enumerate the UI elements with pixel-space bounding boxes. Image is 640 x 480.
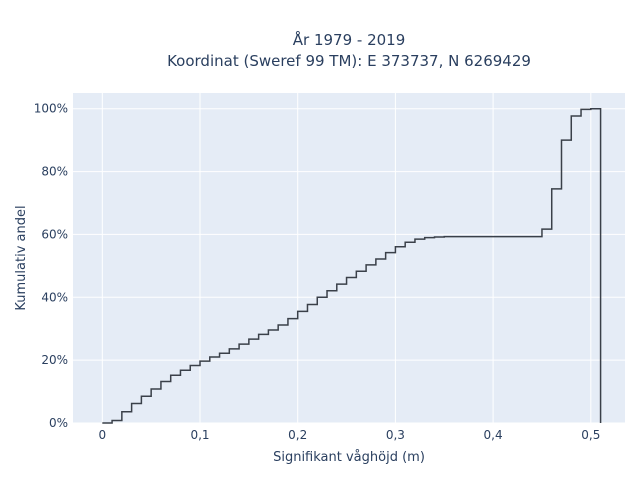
chart-title-line2: Koordinat (Sweref 99 TM): E 373737, N 62… xyxy=(167,52,531,70)
x-tick-label: 0,4 xyxy=(484,428,503,442)
x-tick-label: 0,5 xyxy=(581,428,600,442)
y-axis-label: Kumulativ andel xyxy=(14,205,29,310)
x-tick-label: 0 xyxy=(98,428,106,442)
y-tick-label: 40% xyxy=(41,290,68,304)
x-axis-label: Signifikant våghöjd (m) xyxy=(273,450,425,465)
series-layer xyxy=(102,107,602,424)
ecdf-step-line xyxy=(102,107,602,424)
x-tick-label: 0,2 xyxy=(288,428,307,442)
plot-area xyxy=(73,93,625,423)
y-tick-label: 80% xyxy=(41,165,68,179)
y-tick-labels: 0% 20% 40% 60% 80% 100% xyxy=(34,102,68,430)
y-tick-label: 100% xyxy=(34,102,68,116)
x-tick-label: 0,1 xyxy=(190,428,209,442)
y-tick-label: 20% xyxy=(41,353,68,367)
y-tick-label: 60% xyxy=(41,227,68,241)
chart-title-line1: År 1979 - 2019 xyxy=(293,30,406,49)
y-tick-label: 0% xyxy=(49,416,68,430)
x-tick-label: 0,3 xyxy=(386,428,405,442)
x-tick-labels: 0 0,1 0,2 0,3 0,4 0,5 xyxy=(98,428,600,442)
grid xyxy=(73,93,625,424)
